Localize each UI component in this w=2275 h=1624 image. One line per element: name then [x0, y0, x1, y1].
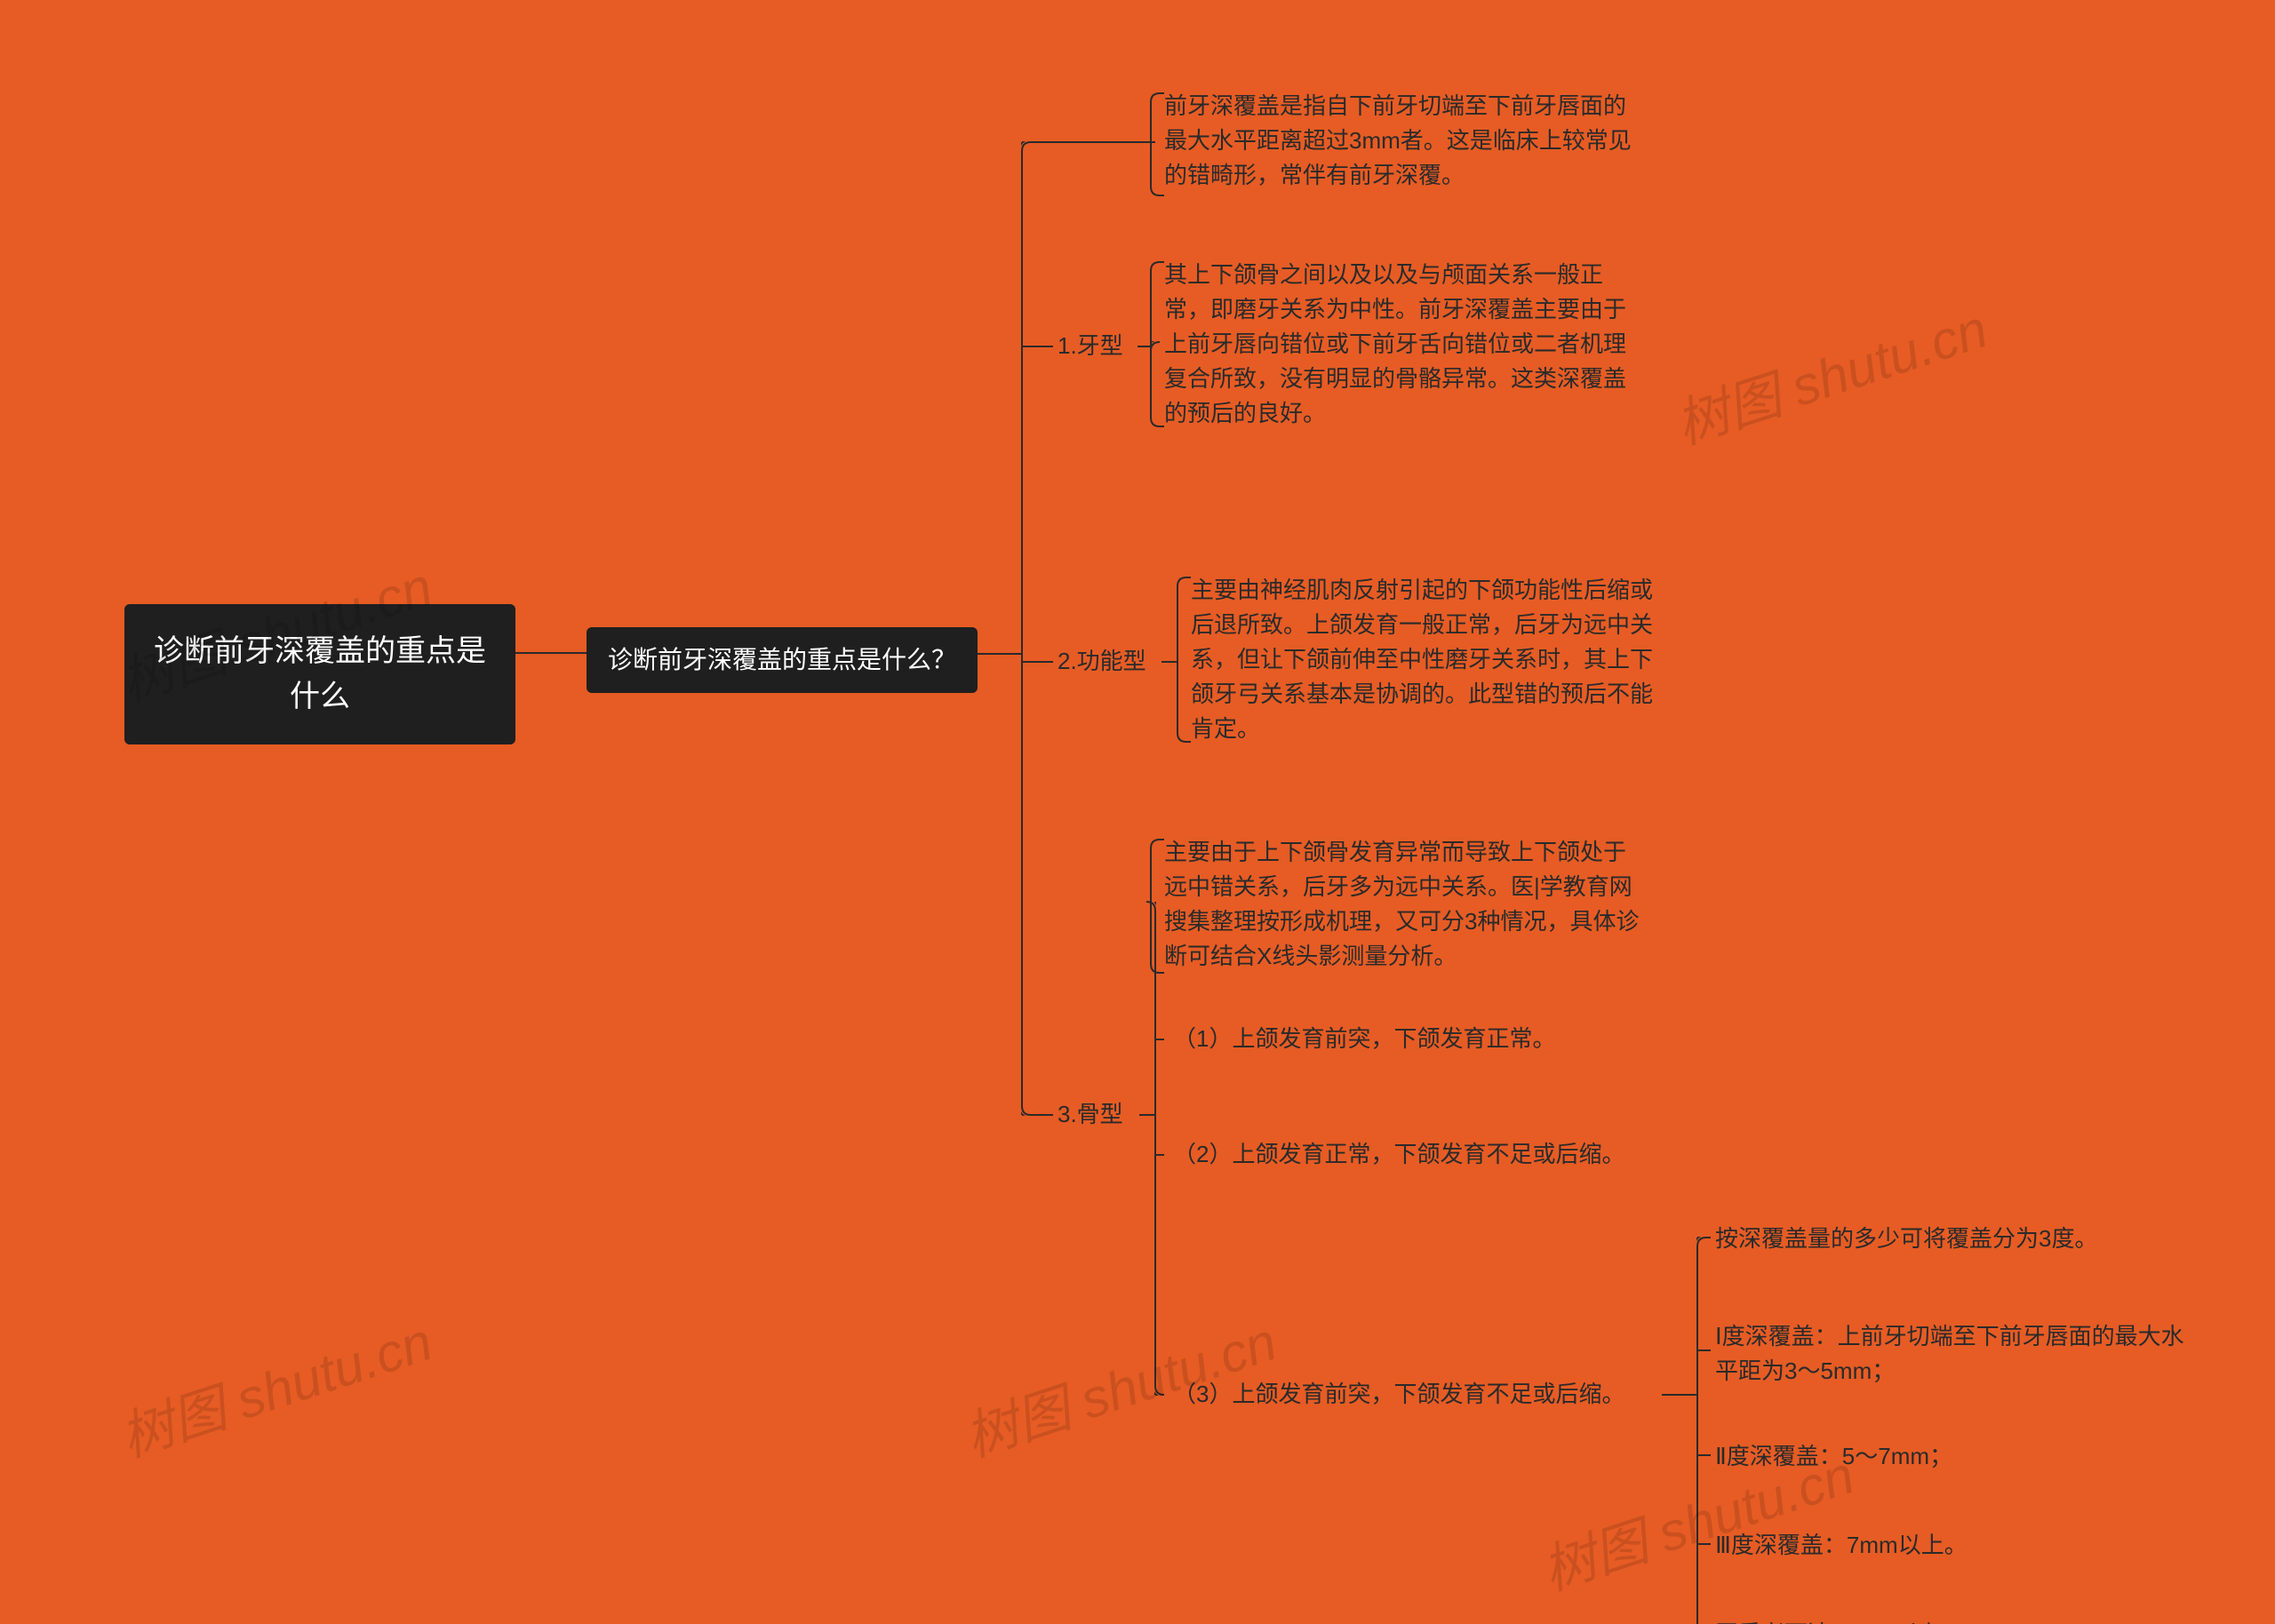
branch-3-3-child-1: Ⅰ度深覆盖：上前牙切端至下前牙唇面的最大水平距为3～5mm； [1715, 1319, 2195, 1389]
subroot-node: 诊断前牙深覆盖的重点是什么？ [587, 627, 978, 693]
branch-3-3-child-0: 按深覆盖量的多少可将覆盖分为3度。 [1715, 1222, 2177, 1256]
branch-1-child-0: 其上下颌骨之间以及以及与颅面关系一般正常，即磨牙关系为中性。前牙深覆盖主要由于上… [1164, 258, 1644, 431]
branch-3-child-0: 主要由于上下颌骨发育异常而导致上下颌处于远中错关系，后牙多为远中关系。医|学教育… [1164, 835, 1644, 974]
branch-3-child-2: （2）上颌发育正常，下颌发育不足或后缩。 [1173, 1137, 1671, 1172]
branch-3-3-child-4: 严重者可达10mm以上。 [1715, 1617, 2071, 1624]
branch-3-3-child-2: Ⅱ度深覆盖：5～7mm； [1715, 1439, 2071, 1474]
branch-2-label: 2.功能型 [1058, 644, 1146, 679]
branch-2-child-0: 主要由神经肌肉反射引起的下颌功能性后缩或后退所致。上颌发育一般正常，后牙为远中关… [1191, 573, 1671, 746]
intro-text: 前牙深覆盖是指自下前牙切端至下前牙唇面的最大水平距离超过3mm者。这是临床上较常… [1164, 89, 1644, 193]
branch-1-label: 1.牙型 [1058, 329, 1123, 363]
branch-3-child-1: （1）上颌发育前突，下颌发育正常。 [1173, 1022, 1635, 1056]
branch-3-3-child-3: Ⅲ度深覆盖：7mm以上。 [1715, 1528, 2071, 1563]
branch-3-child-3: （3）上颌发育前突，下颌发育不足或后缩。 [1173, 1377, 1671, 1412]
root-node: 诊断前牙深覆盖的重点是 什么 [124, 604, 515, 744]
branch-3-label: 3.骨型 [1058, 1097, 1123, 1132]
